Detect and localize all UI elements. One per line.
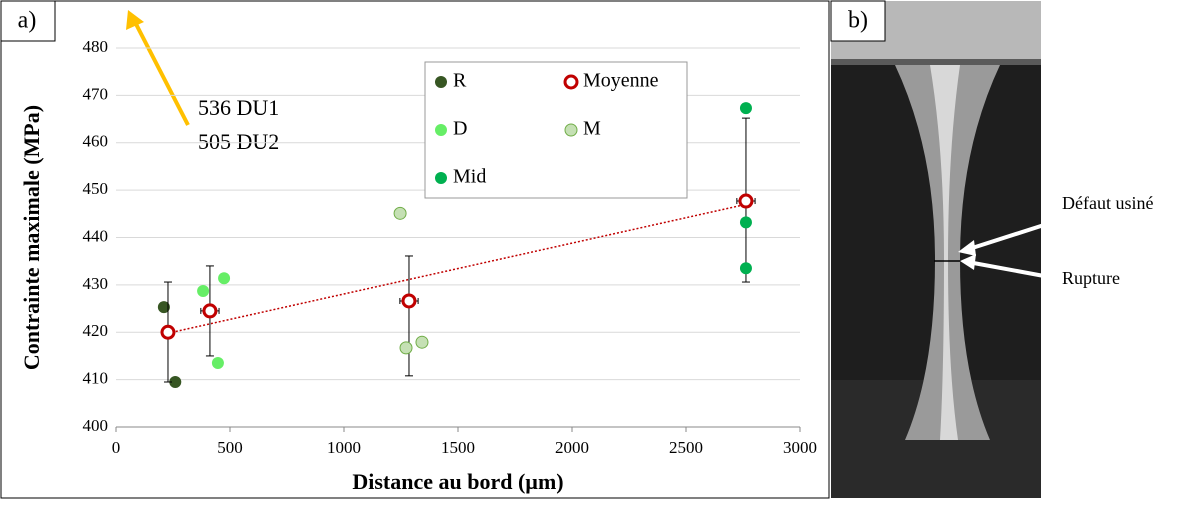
legend-marker — [563, 74, 579, 90]
point — [157, 301, 170, 314]
legend-marker — [435, 172, 447, 184]
point — [393, 206, 407, 220]
x-tick-label: 2500 — [669, 438, 703, 457]
annotation: 536 DU1 — [198, 95, 279, 120]
point — [738, 193, 754, 209]
photo-annotation: Défaut usiné — [1062, 193, 1153, 213]
panel-a-frame — [0, 0, 830, 499]
arrow — [967, 260, 1045, 278]
panel-a-label: a) — [18, 8, 37, 34]
y-tick-label: 450 — [83, 179, 109, 198]
annotation-arrow — [134, 23, 190, 126]
point — [739, 262, 752, 275]
y-tick-label: 470 — [83, 84, 109, 103]
x-axis-title: Distance au bord (µm) — [352, 469, 563, 494]
photo-annotation: Rupture — [1062, 268, 1120, 288]
trend-line — [167, 203, 747, 334]
legend-box — [424, 61, 688, 199]
grip-edge — [831, 59, 1041, 65]
point — [401, 293, 417, 309]
legend-marker — [435, 124, 447, 136]
point — [160, 324, 176, 340]
point — [399, 341, 413, 355]
y-tick-label: 430 — [83, 274, 109, 293]
x-tick-label: 1000 — [327, 438, 361, 457]
arrow-head — [960, 254, 976, 270]
legend-label: M — [583, 118, 601, 140]
y-axis-title: Contrainte maximale (MPa) — [19, 105, 44, 370]
arrow — [965, 223, 1045, 252]
point — [739, 216, 752, 229]
point — [197, 285, 210, 298]
y-tick-label: 460 — [83, 132, 109, 151]
legend-label: R — [453, 70, 467, 92]
legend-label: Moyenne — [583, 70, 659, 92]
legend-marker — [564, 123, 578, 137]
point — [169, 375, 182, 388]
panel-b-label-box — [830, 0, 886, 42]
point — [211, 357, 224, 370]
panel-b-label: b) — [848, 8, 868, 34]
y-tick-label: 410 — [83, 369, 109, 388]
x-tick-label: 2000 — [555, 438, 589, 457]
specimen-shine — [930, 65, 960, 440]
legend-label: D — [453, 118, 467, 140]
x-tick-label: 0 — [112, 438, 121, 457]
x-tick-label: 500 — [217, 438, 243, 457]
arrow-head — [958, 240, 976, 256]
panel-a-label-box — [0, 0, 56, 42]
annotation: 505 DU2 — [198, 129, 279, 154]
y-tick-label: 400 — [83, 416, 109, 435]
x-tick-label: 3000 — [783, 438, 817, 457]
point — [739, 102, 752, 115]
y-tick-label: 440 — [83, 226, 109, 245]
x-tick-label: 1500 — [441, 438, 475, 457]
legend-marker — [435, 76, 447, 88]
point — [202, 303, 218, 319]
legend-label: Mid — [453, 166, 486, 188]
annotation-arrow-head — [126, 10, 144, 30]
point — [218, 272, 231, 285]
y-tick-label: 420 — [83, 321, 109, 340]
y-tick-label: 480 — [83, 37, 109, 56]
point — [415, 335, 429, 349]
photo: b) — [830, 0, 1041, 498]
